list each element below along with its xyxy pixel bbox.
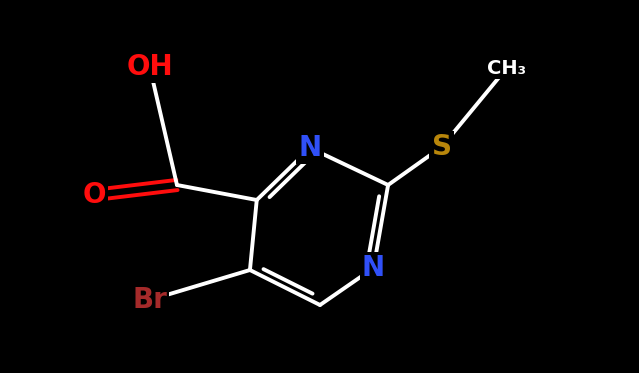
Text: N: N [362,254,385,282]
Text: OH: OH [127,53,173,81]
Text: O: O [82,181,106,209]
Text: CH₃: CH₃ [488,59,527,78]
Text: S: S [431,133,452,161]
Text: Br: Br [132,286,167,314]
Text: N: N [298,134,322,162]
